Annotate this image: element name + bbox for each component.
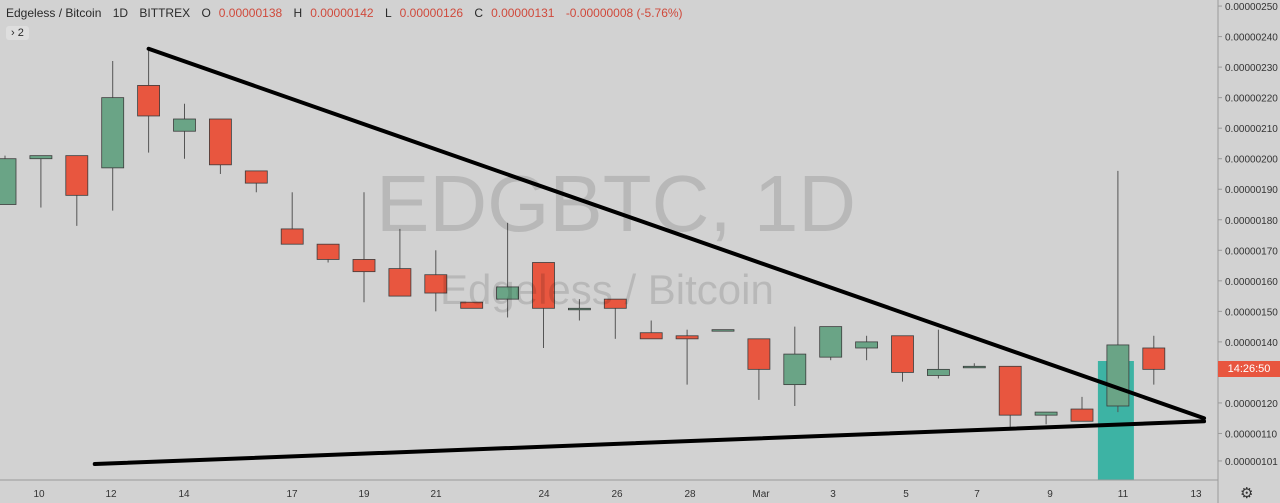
legend-symbol: Edgeless / Bitcoin	[6, 6, 102, 20]
candle-body	[998, 365, 1022, 416]
candle-body	[783, 353, 807, 386]
legend-change: -0.00000008 (-5.76%)	[565, 6, 683, 20]
x-tick-label: Mar	[752, 489, 770, 500]
watermark-description: Edgeless / Bitcoin	[440, 266, 774, 313]
legend-close: 0.00000131	[491, 6, 555, 20]
y-tick-label: 0.00000120	[1225, 399, 1278, 410]
y-tick-label: 0.00000140	[1225, 338, 1278, 349]
y-tick-label: 0.00000250	[1225, 2, 1278, 13]
candle-body	[819, 326, 843, 358]
y-tick-label: 0.00000190	[1225, 185, 1278, 196]
candle-body	[280, 228, 304, 245]
x-tick-label: 5	[903, 489, 909, 500]
y-tick-label: 0.00000200	[1225, 155, 1278, 166]
y-tick-label: 0.00000110	[1225, 429, 1278, 440]
candle-body	[711, 329, 735, 332]
candle-body	[352, 259, 376, 273]
y-tick-label: 0.00000150	[1225, 307, 1278, 318]
trendline	[92, 419, 1207, 466]
y-tick-label: 0.00000210	[1225, 124, 1278, 135]
y-tick-label: 0.00000240	[1225, 33, 1278, 44]
watermark-ticker: EDGBTC, 1D	[376, 159, 857, 248]
chart-legend: Edgeless / Bitcoin 1D BITTREX O 0.0000013…	[6, 6, 691, 20]
x-tick-label: 17	[286, 489, 298, 500]
x-tick-label: 19	[358, 489, 370, 500]
candle-body	[568, 307, 591, 311]
candle-body	[891, 335, 914, 373]
legend-open-label: O	[201, 6, 211, 20]
legend-exchange: BITTREX	[139, 6, 191, 20]
candle-body	[747, 338, 771, 370]
candle-body	[65, 155, 89, 196]
indicators-toggle-button[interactable]: › 2	[6, 26, 29, 40]
candle-body	[1142, 347, 1166, 370]
candle-body	[29, 155, 53, 160]
x-tick-label: 21	[430, 489, 442, 500]
x-tick-label: 28	[684, 489, 696, 500]
candle-body	[460, 301, 484, 309]
legend-high-label: H	[293, 6, 303, 20]
candle-body	[173, 118, 196, 132]
y-tick-label: 0.00000220	[1225, 94, 1278, 105]
y-tick-label: 0.00000101	[1225, 457, 1278, 468]
legend-high: 0.00000142	[310, 6, 374, 20]
candle-body	[962, 365, 986, 369]
x-tick-label: 7	[974, 489, 980, 500]
candle-body	[532, 262, 555, 309]
countdown-label: 14:26:50	[1218, 361, 1280, 377]
legend-low: 0.00000126	[399, 6, 464, 20]
x-tick-label: 13	[1190, 489, 1202, 500]
legend-low-label: L	[384, 6, 392, 20]
candle-body	[1106, 344, 1130, 407]
x-tick-label: 3	[830, 489, 836, 500]
x-tick-label: 10	[33, 489, 45, 500]
trendline	[146, 46, 1207, 421]
candle-body	[675, 335, 699, 340]
x-tick-label: 12	[105, 489, 117, 500]
candle-body	[316, 243, 340, 260]
x-tick-label: 9	[1047, 489, 1053, 500]
legend-open: 0.00000138	[218, 6, 283, 20]
legend-close-label: C	[474, 6, 484, 20]
y-tick-label: 0.00000160	[1225, 277, 1278, 288]
candle-body	[244, 170, 268, 184]
candle-body	[927, 368, 950, 376]
candle-body	[639, 332, 663, 340]
y-tick-label: 0.00000180	[1225, 216, 1278, 227]
candle-body	[424, 274, 448, 294]
x-tick-label: 11	[1118, 489, 1129, 500]
candle-body	[1034, 411, 1058, 416]
candle-body	[101, 97, 125, 169]
x-tick-label: 24	[538, 489, 550, 500]
candle-body	[1070, 408, 1094, 422]
candle-body	[496, 286, 520, 300]
y-tick-label: 0.00000170	[1225, 246, 1278, 257]
candle-body	[855, 341, 878, 349]
candle-body	[208, 118, 232, 166]
y-tick-label: 0.00000230	[1225, 63, 1278, 74]
x-tick-label: 14	[178, 489, 190, 500]
candle-body	[603, 298, 627, 309]
candle-body	[388, 268, 412, 297]
candle-body	[137, 85, 161, 117]
x-tick-label: 26	[611, 489, 623, 500]
legend-interval: 1D	[112, 6, 129, 20]
candle-body	[0, 158, 17, 205]
gear-icon[interactable]: ⚙	[1240, 485, 1254, 502]
